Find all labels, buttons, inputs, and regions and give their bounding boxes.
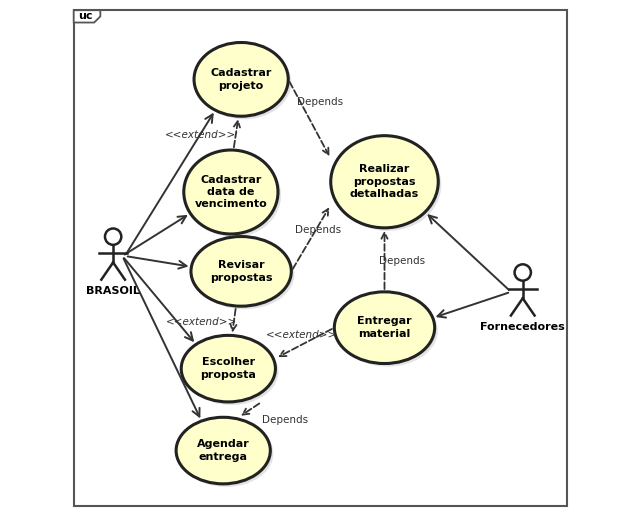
- Text: Depends: Depends: [379, 256, 426, 266]
- Ellipse shape: [179, 420, 274, 487]
- Ellipse shape: [335, 292, 435, 364]
- Ellipse shape: [197, 46, 291, 119]
- Text: <<extend>>: <<extend>>: [265, 330, 337, 340]
- Text: Depends: Depends: [262, 415, 308, 425]
- Text: Revisar
propostas: Revisar propostas: [210, 260, 272, 283]
- Text: Cadastrar
projeto: Cadastrar projeto: [210, 68, 272, 91]
- Text: <<extend>>: <<extend>>: [166, 316, 237, 327]
- Text: Depends: Depends: [297, 97, 344, 108]
- Ellipse shape: [181, 335, 276, 402]
- Ellipse shape: [337, 295, 438, 367]
- Ellipse shape: [184, 150, 278, 234]
- Ellipse shape: [194, 240, 294, 309]
- Text: Escolher
proposta: Escolher proposta: [201, 357, 256, 380]
- Text: BRASOIL: BRASOIL: [86, 286, 140, 296]
- Ellipse shape: [334, 139, 442, 231]
- Text: Entregar
material: Entregar material: [357, 316, 412, 339]
- Text: uc: uc: [78, 11, 92, 21]
- Polygon shape: [74, 10, 101, 23]
- Text: Cadastrar
data de
vencimento: Cadastrar data de vencimento: [194, 175, 267, 209]
- Text: Agendar
entrega: Agendar entrega: [197, 439, 249, 462]
- Ellipse shape: [187, 153, 281, 237]
- Ellipse shape: [185, 338, 279, 405]
- Ellipse shape: [176, 417, 271, 484]
- Text: Depends: Depends: [295, 225, 341, 236]
- Text: Fornecedores: Fornecedores: [480, 322, 565, 332]
- Text: <<extend>>: <<extend>>: [165, 130, 236, 140]
- FancyBboxPatch shape: [74, 10, 567, 506]
- Ellipse shape: [331, 136, 438, 228]
- Text: Realizar
propostas
detalhadas: Realizar propostas detalhadas: [350, 164, 419, 199]
- Ellipse shape: [191, 237, 291, 306]
- Ellipse shape: [194, 42, 288, 116]
